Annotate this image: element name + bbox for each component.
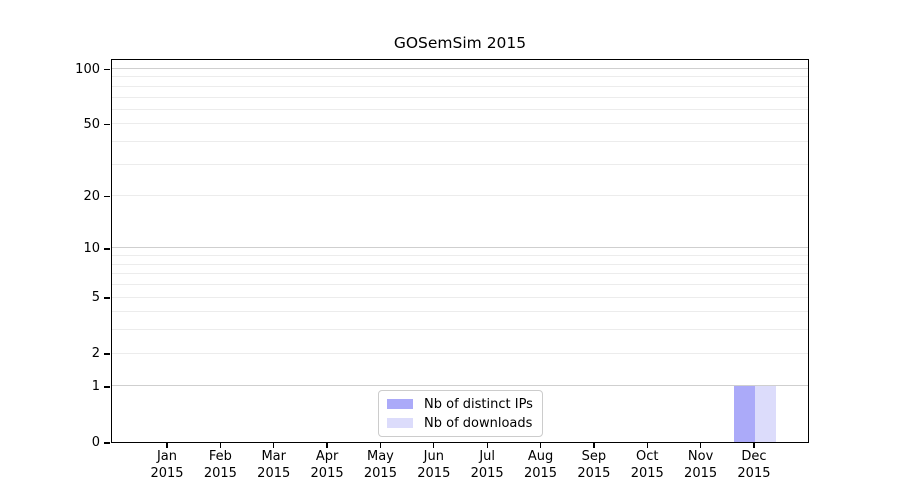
x-tick-label: Mar 2015: [257, 449, 291, 481]
y-tick-mark: [104, 353, 110, 355]
y-tick-label: 20: [83, 188, 100, 204]
x-tick-mark: [379, 443, 382, 448]
x-tick-mark: [539, 443, 542, 448]
gridline-minor: [112, 296, 808, 298]
y-tick-mark: [104, 386, 110, 388]
legend-swatch-distinct-ips: [387, 399, 413, 409]
legend-label-downloads: Nb of downloads: [424, 415, 533, 431]
x-tick-mark: [593, 443, 595, 448]
gridline-minor: [112, 123, 808, 125]
x-tick-label: Jun 2015: [417, 449, 451, 481]
x-tick-mark: [646, 443, 648, 448]
x-tick-mark: [433, 443, 435, 448]
y-tick-mark: [104, 124, 110, 126]
gridline-major: [112, 68, 808, 69]
gridline-minor: [112, 140, 808, 142]
gridline-minor: [112, 311, 808, 313]
y-tick-mark: [104, 297, 110, 299]
x-tick-mark: [699, 443, 702, 448]
x-tick-label: Jul 2015: [470, 449, 504, 481]
gridline-minor: [112, 195, 808, 197]
legend-item-distinct-ips: Nb of distinct IPs: [387, 396, 533, 412]
chart-title: GOSemSim 2015: [393, 34, 527, 52]
x-tick-mark: [753, 443, 755, 448]
legend-item-downloads: Nb of downloads: [387, 415, 533, 431]
y-tick-label: 2: [91, 346, 100, 362]
gridline-minor: [112, 255, 808, 257]
y-tick-label: 1: [91, 378, 100, 394]
x-tick-label: May 2015: [363, 449, 397, 481]
bar-downloads: [754, 385, 777, 442]
gridline-minor: [112, 108, 808, 110]
y-tick-mark: [104, 195, 110, 198]
x-tick-label: Sep 2015: [577, 449, 611, 481]
gridline-major: [112, 385, 808, 387]
gridline-minor: [112, 273, 808, 275]
legend: Nb of distinct IPs Nb of downloads: [378, 390, 543, 437]
x-tick-label: Jan 2015: [150, 449, 184, 481]
y-tick-mark: [104, 248, 110, 250]
x-tick-label: Feb 2015: [203, 449, 237, 481]
x-tick-label: Apr 2015: [310, 449, 344, 481]
legend-swatch-downloads: [387, 418, 413, 428]
plot-area: Nb of distinct IPs Nb of downloads: [111, 59, 809, 443]
y-tick-label: 100: [75, 61, 100, 77]
y-tick-label: 0: [91, 435, 100, 450]
y-tick-mark: [104, 442, 110, 444]
bar-distinct-ips: [733, 385, 755, 442]
legend-label-distinct-ips: Nb of distinct IPs: [424, 396, 533, 412]
gridline-minor: [112, 96, 808, 98]
y-tick-mark: [104, 68, 110, 71]
x-tick-mark: [219, 443, 221, 448]
gridline-minor: [112, 163, 808, 165]
y-tick-label: 50: [83, 116, 100, 132]
x-tick-mark: [486, 443, 488, 448]
gridline-minor: [112, 76, 808, 78]
x-tick-label: Nov 2015: [684, 449, 718, 481]
gridline-major: [112, 247, 808, 249]
x-tick-label: Aug 2015: [523, 449, 558, 481]
x-tick-mark: [273, 443, 275, 448]
gridline-minor: [112, 85, 808, 87]
y-tick-label: 5: [91, 289, 100, 305]
x-tick-mark: [326, 443, 328, 448]
gridline-minor: [112, 263, 808, 265]
gridline-minor: [112, 352, 808, 354]
y-tick-label: 10: [83, 240, 100, 256]
gridline-minor: [112, 329, 808, 331]
x-tick-mark: [166, 443, 168, 448]
x-tick-label: Dec 2015: [737, 449, 771, 481]
x-tick-label: Oct 2015: [630, 449, 664, 481]
gridline-minor: [112, 284, 808, 286]
